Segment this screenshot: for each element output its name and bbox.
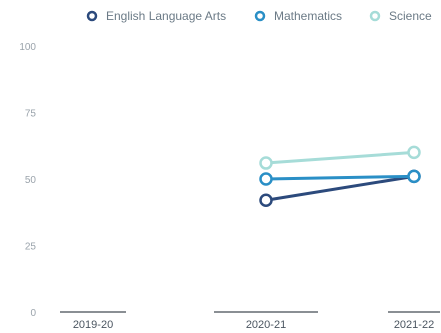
data-point[interactable] [407,145,421,160]
x-tick-label: 2021-22 [394,319,434,331]
y-tick-label: 75 [25,109,37,120]
legend-label: Science [389,9,432,23]
y-tick-label: 100 [19,42,36,53]
y-tick-label: 50 [25,175,37,186]
data-point[interactable] [259,172,273,186]
series-2 [259,145,421,170]
y-axis: 0 25 50 75 100 [19,42,36,319]
legend-label: English Language Arts [106,9,226,23]
legend-item[interactable]: English Language Arts [86,9,226,23]
y-tick-label: 0 [30,308,36,319]
data-point[interactable] [259,156,273,170]
legend-item[interactable]: Mathematics [254,9,342,23]
series-line [264,150,416,165]
chart-series [259,145,421,208]
legend-marker-icon [254,10,266,22]
x-tick-label: 2019-20 [73,319,113,331]
legend-marker-icon [86,10,98,22]
series-line [264,174,416,181]
x-tick-label: 2020-21 [246,319,286,331]
legend-label: Mathematics [274,9,342,23]
series-1 [259,169,421,186]
series-line [264,174,416,202]
y-tick-label: 25 [25,242,37,253]
legend-item[interactable]: Science [369,9,432,23]
x-axis: 2019-20 2020-21 2021-22 [73,319,434,331]
data-point[interactable] [407,169,421,184]
chart-legend: English Language Arts Mathematics Science [86,9,432,23]
legend-marker-icon [369,10,381,22]
data-point[interactable] [259,193,273,208]
